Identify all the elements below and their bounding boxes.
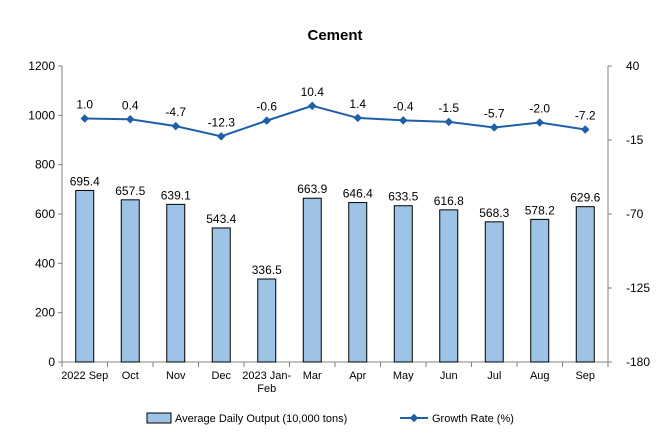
legend-label-line: Growth Rate (%) [432,413,514,425]
x-tick-labels: 2022 Sep Oct Nov Dec 2023 Jan-Feb Mar Apr May Ju… [61,370,595,395]
axes: 0 200 400 600 800 1000 1200 -180 -125 -70 -15 40 [28,59,650,369]
line-data-label: -4.7 [165,105,186,119]
line-data-label: -2.0 [529,102,550,116]
line-marker [126,115,135,124]
y-left-tick-label: 1000 [28,108,55,122]
bar [439,209,459,363]
line-data-label: -7.2 [575,109,596,123]
line-series [80,101,590,141]
line-data-label: -0.4 [393,99,414,113]
x-tick-label: Jul [487,370,501,382]
bar-data-label: 663.9 [297,182,327,196]
bar-data-label: 646.4 [343,187,373,201]
line-data-label: 10.4 [301,85,325,99]
line-marker [171,121,180,131]
bar-data-label: 639.1 [161,188,191,202]
bar-series [75,189,595,363]
bar [530,218,550,363]
bar-data-label: 578.2 [525,203,555,217]
bar-data-label: 336.5 [252,263,282,277]
bar-data-label: 629.6 [570,191,600,205]
line-marker [581,125,590,134]
x-tick-label: Sep [575,370,595,382]
line-path [84,104,586,138]
line-data-labels: 1.0 0.4 -4.7 -12.3 -0.6 10.4 1.4 -0.4 -1.5 -5.7 -2… [76,85,596,130]
y-left-tick-label: 1200 [28,59,55,73]
line-data-label: -0.6 [256,100,277,114]
x-tick-label: 2022 Sep [61,370,108,382]
line-marker [262,116,271,125]
bar [166,203,186,363]
chart-title: Cement [307,27,362,44]
line-marker [308,101,317,111]
legend-line-marker [409,413,419,423]
bar [211,227,231,363]
y-left-tick-label: 0 [48,355,55,369]
x-tick-label: Mar [303,370,322,382]
x-tick-label: Dec [211,370,231,382]
x-tick-label: Apr [349,370,366,382]
bar-data-label: 616.8 [434,194,464,208]
line-data-label: -1.5 [438,101,459,115]
bar [484,221,504,363]
line-marker [80,114,89,123]
line-data-label: -5.7 [484,106,505,120]
y-right-tick-label: 40 [626,59,640,73]
line-data-label: 1.0 [76,97,93,111]
line-marker [535,118,544,127]
line-data-label: 1.4 [349,97,366,111]
y-left-tick-label: 400 [35,256,55,270]
x-tick-label: Aug [530,370,550,382]
bar [302,197,322,363]
x-tick-label: Oct [122,370,139,382]
line-marker [217,132,226,141]
bar-data-label: 543.4 [206,212,236,226]
legend-label-bar: Average Daily Output (10,000 tons) [175,413,347,425]
legend-bar-swatch [146,412,172,424]
bar [257,278,277,363]
y-right-tick-label: -125 [626,281,650,295]
bar-data-labels: 695.4 657.5 639.1 543.4 336.5 663.9 646.4 633.5… [70,174,601,277]
x-tick-label: May [393,370,414,382]
y-left-tick-label: 800 [35,158,55,172]
x-tick-label: 2023 Jan- [242,370,291,382]
y-right-tick-label: -180 [626,355,650,369]
line-data-label: 0.4 [122,98,139,112]
bar-data-label: 657.5 [115,184,145,198]
line-marker [444,117,453,127]
y-left-tick-label: 200 [35,306,55,320]
bar [575,206,595,363]
y-right-tick-label: -15 [626,133,644,147]
x-tick-label: Feb [257,383,276,395]
line-marker [399,116,408,125]
line-marker [490,123,499,132]
bar [348,202,368,363]
bar [120,199,140,363]
bar-data-label: 633.5 [388,190,418,204]
bar-data-label: 695.4 [70,174,100,188]
bar-data-label: 568.3 [479,206,509,220]
legend: Average Daily Output (10,000 tons) Growth… [146,412,514,425]
bar [393,205,413,363]
line-marker [353,113,362,123]
x-tick-label: Nov [166,370,186,382]
y-left-tick-label: 600 [35,207,55,221]
x-tick-label: Jun [440,370,458,382]
line-data-label: -12.3 [208,115,236,129]
y-right-tick-label: -70 [626,207,644,221]
bar [75,189,95,363]
